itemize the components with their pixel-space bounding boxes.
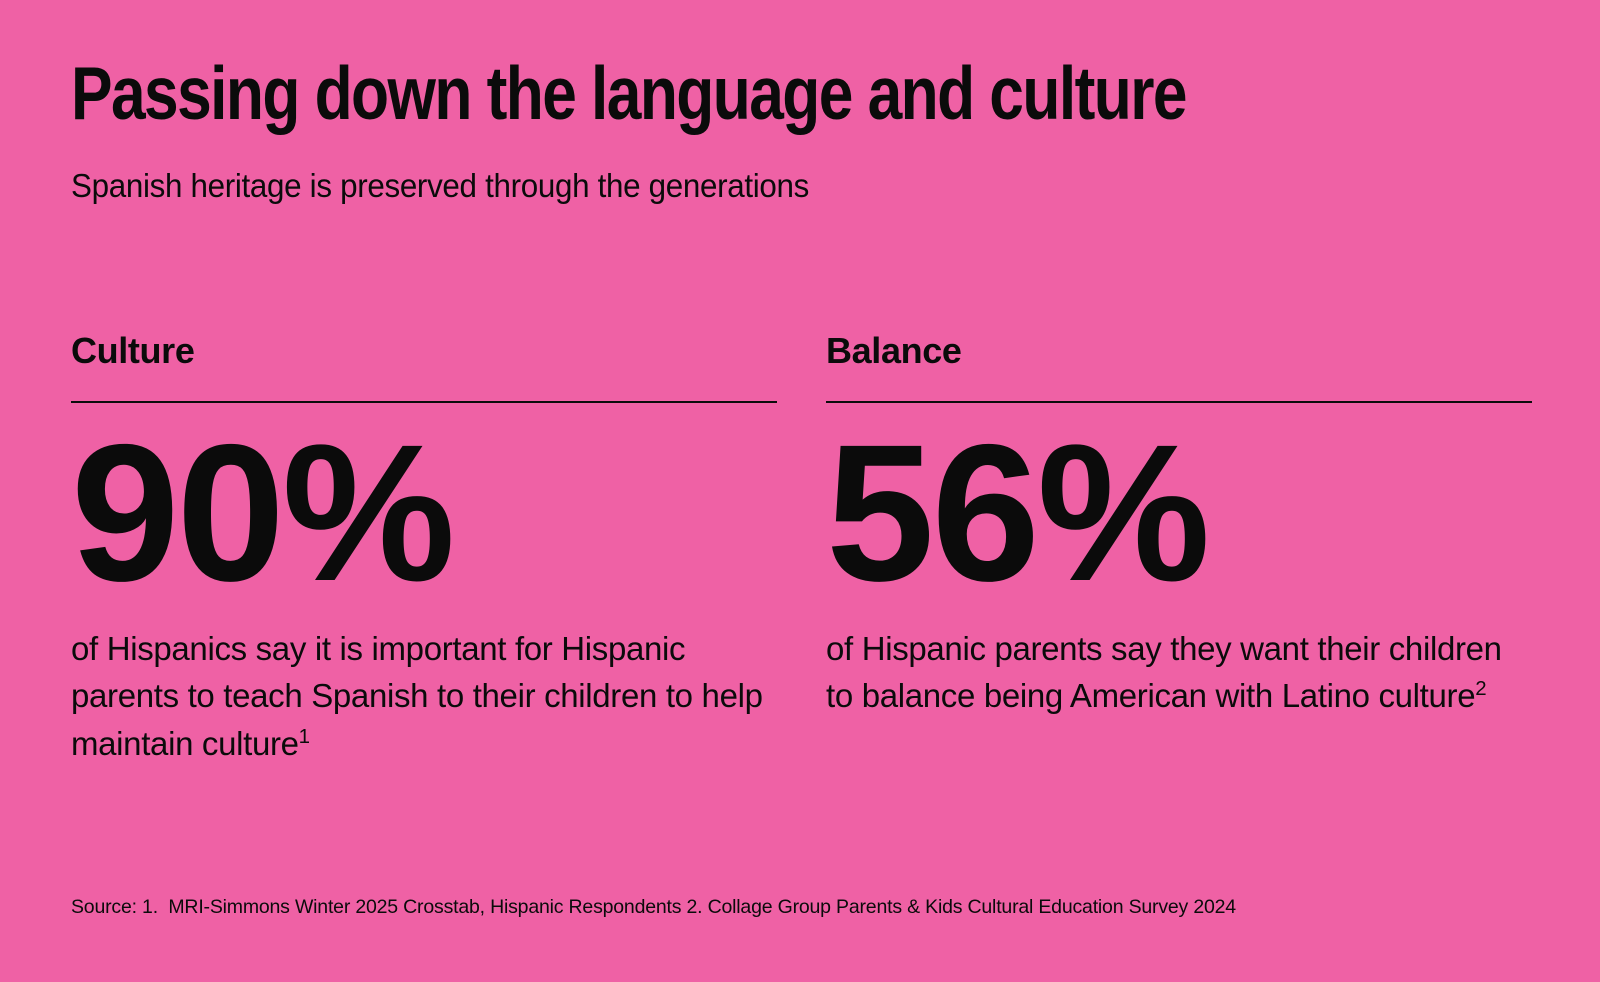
stat-label-balance: Balance [826, 330, 962, 371]
stat-description-text: of Hispanics say it is important for His… [71, 629, 763, 763]
stat-description-culture: of Hispanics say it is important for His… [71, 625, 771, 769]
page-subtitle: Spanish heritage is preserved through th… [71, 167, 810, 204]
stats-columns: Culture 90% of Hispanics say it is impor… [71, 331, 1532, 768]
divider-rule [826, 400, 1532, 403]
footnote-marker: 2 [1475, 677, 1487, 701]
stat-value-culture: 90% [71, 403, 455, 622]
stat-card-balance: Balance 56% of Hispanic parents say they… [826, 331, 1532, 768]
page-title: Passing down the language and culture [71, 51, 1188, 135]
stat-label-culture: Culture [71, 330, 195, 371]
source-attribution: Source: 1. MRI-Simmons Winter 2025 Cross… [71, 896, 1236, 918]
footnote-marker: 1 [298, 725, 310, 749]
stat-description-text: of Hispanic parents say they want their … [826, 629, 1502, 715]
stat-value-balance: 56% [826, 403, 1210, 622]
stat-card-culture: Culture 90% of Hispanics say it is impor… [71, 331, 777, 768]
divider-rule [71, 400, 777, 403]
stat-description-balance: of Hispanic parents say they want their … [826, 625, 1526, 721]
